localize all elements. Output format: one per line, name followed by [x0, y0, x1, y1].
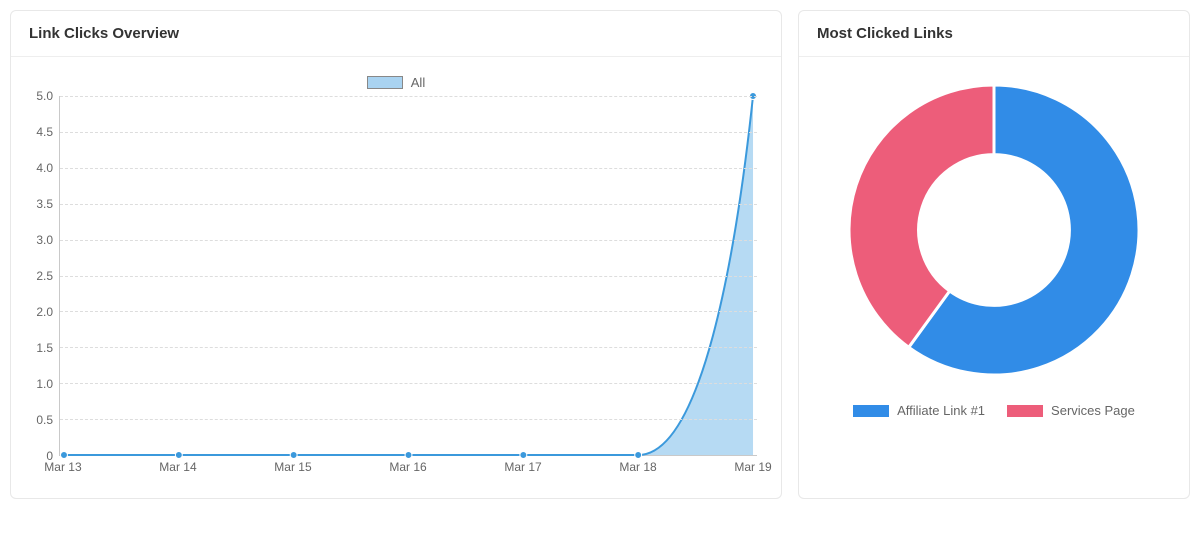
card-title: Link Clicks Overview: [11, 11, 781, 57]
x-tick-label: Mar 18: [619, 460, 656, 474]
y-tick-label: 2.5: [25, 269, 53, 283]
plot: 00.51.01.52.02.53.03.54.04.55.0 Mar 13Ma…: [59, 96, 757, 476]
y-tick-label: 3.5: [25, 197, 53, 211]
data-point[interactable]: [290, 452, 297, 459]
y-tick-label: 1.5: [25, 341, 53, 355]
y-tick-label: 5.0: [25, 89, 53, 103]
x-tick-label: Mar 17: [504, 460, 541, 474]
data-point[interactable]: [635, 452, 642, 459]
donut-chart: Affiliate Link #1 Services Page: [817, 75, 1171, 418]
legend-label: Services Page: [1051, 403, 1135, 418]
most-clicked-links-card: Most Clicked Links Affiliate Link #1 Serv…: [798, 10, 1190, 499]
legend-label: All: [411, 75, 425, 90]
x-axis: Mar 13Mar 14Mar 15Mar 16Mar 17Mar 18Mar …: [59, 460, 757, 480]
x-tick-label: Mar 16: [389, 460, 426, 474]
x-tick-label: Mar 13: [44, 460, 81, 474]
donut-legend: Affiliate Link #1 Services Page: [853, 403, 1135, 418]
x-tick-label: Mar 14: [159, 460, 196, 474]
x-tick-label: Mar 15: [274, 460, 311, 474]
link-clicks-overview-card: Link Clicks Overview All 00.51.01.52.02.…: [10, 10, 782, 499]
legend-swatch: [1007, 405, 1043, 417]
data-point[interactable]: [520, 452, 527, 459]
y-tick-label: 2.0: [25, 305, 53, 319]
data-point[interactable]: [405, 452, 412, 459]
y-tick-label: 4.5: [25, 125, 53, 139]
legend-swatch: [367, 76, 403, 89]
x-tick-label: Mar 19: [734, 460, 771, 474]
legend-item[interactable]: Affiliate Link #1: [853, 403, 985, 418]
y-tick-label: 0.5: [25, 413, 53, 427]
card-body: All 00.51.01.52.02.53.03.54.04.55.0 Mar …: [11, 57, 781, 498]
card-body: Affiliate Link #1 Services Page: [799, 57, 1189, 440]
donut-svg: [839, 75, 1149, 385]
y-axis: 00.51.01.52.02.53.03.54.04.55.0: [29, 96, 57, 456]
legend-label: Affiliate Link #1: [897, 403, 985, 418]
plot-area: [59, 96, 757, 456]
line-chart: All 00.51.01.52.02.53.03.54.04.55.0 Mar …: [29, 75, 763, 476]
y-tick-label: 4.0: [25, 161, 53, 175]
dashboard: Link Clicks Overview All 00.51.01.52.02.…: [10, 10, 1190, 499]
card-title: Most Clicked Links: [799, 11, 1189, 57]
y-tick-label: 1.0: [25, 377, 53, 391]
legend-swatch: [853, 405, 889, 417]
legend-item[interactable]: Services Page: [1007, 403, 1135, 418]
chart-legend[interactable]: All: [29, 75, 763, 90]
data-point[interactable]: [175, 452, 182, 459]
data-point[interactable]: [60, 452, 67, 459]
y-tick-label: 3.0: [25, 233, 53, 247]
